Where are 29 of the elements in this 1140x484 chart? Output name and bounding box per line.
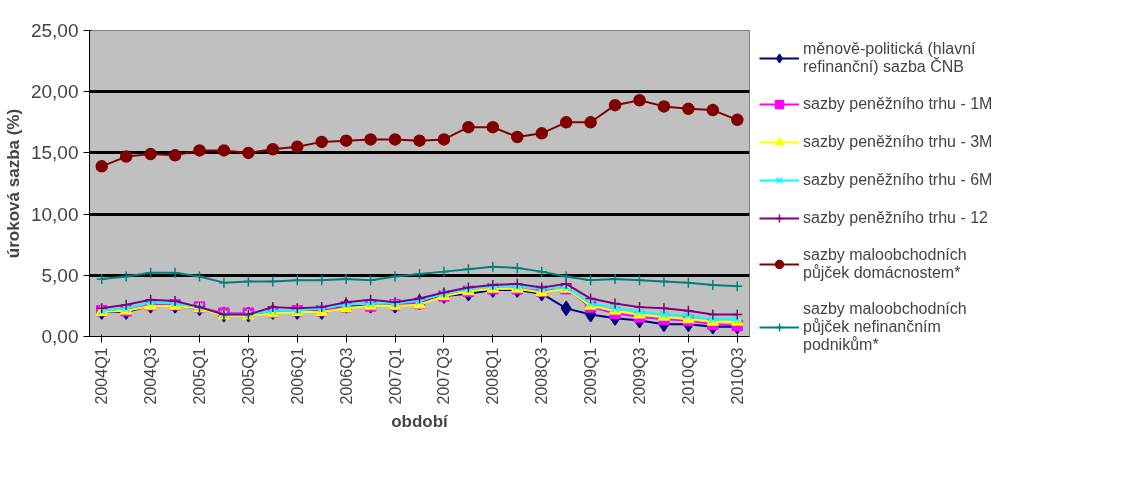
- x-tick-label: 2007Q3: [435, 347, 453, 405]
- legend-label: sazby maloobchodních půjček nefinančním podnikům*: [803, 300, 967, 354]
- x-tick-label: 2009Q3: [631, 347, 648, 405]
- x-tick-label: 2004Q3: [142, 347, 160, 405]
- x-tick-label: 2010Q3: [728, 347, 746, 405]
- x-tick-label: 2006Q3: [337, 347, 355, 405]
- x-tick-label: 2005Q3: [239, 347, 257, 405]
- legend-label: sazby peněžního trhu - 12: [803, 209, 989, 227]
- y-tick-label: 25,00: [30, 20, 79, 41]
- x-tick-label: 2007Q1: [386, 347, 404, 405]
- x-tick-label: 2006Q1: [288, 347, 306, 405]
- x-tick-label: 2009Q1: [582, 347, 600, 405]
- legend-label: sazby peněžního trhu - 1M: [803, 95, 993, 113]
- legend-label: měnově-politická (hlavní refinanční) sazba ČNB: [803, 40, 976, 76]
- x-axis-title: období: [391, 412, 450, 432]
- y-tick-label: 15,00: [30, 142, 79, 164]
- x-tick-label: 2008Q3: [533, 347, 551, 405]
- y-tick-label: 5,00: [41, 264, 79, 286]
- legend-label: sazby maloobchodních půjček domácnostem*: [803, 246, 967, 282]
- x-tick-label: 2005Q1: [191, 347, 208, 405]
- y-axis-title: úroková sazba (%): [3, 108, 23, 259]
- x-tick-label: 2010Q1: [679, 347, 697, 405]
- y-tick-label: 20,00: [30, 81, 79, 103]
- x-tick-label: 2004Q1: [93, 347, 111, 405]
- x-tick-label: 2008Q1: [484, 347, 502, 405]
- legend-label: sazby peněžního trhu - 3M: [803, 133, 993, 151]
- legend-label: sazby peněžního trhu - 6M: [803, 171, 993, 189]
- y-tick-label: 10,00: [30, 203, 79, 225]
- y-tick-label: 0,00: [41, 326, 79, 347]
